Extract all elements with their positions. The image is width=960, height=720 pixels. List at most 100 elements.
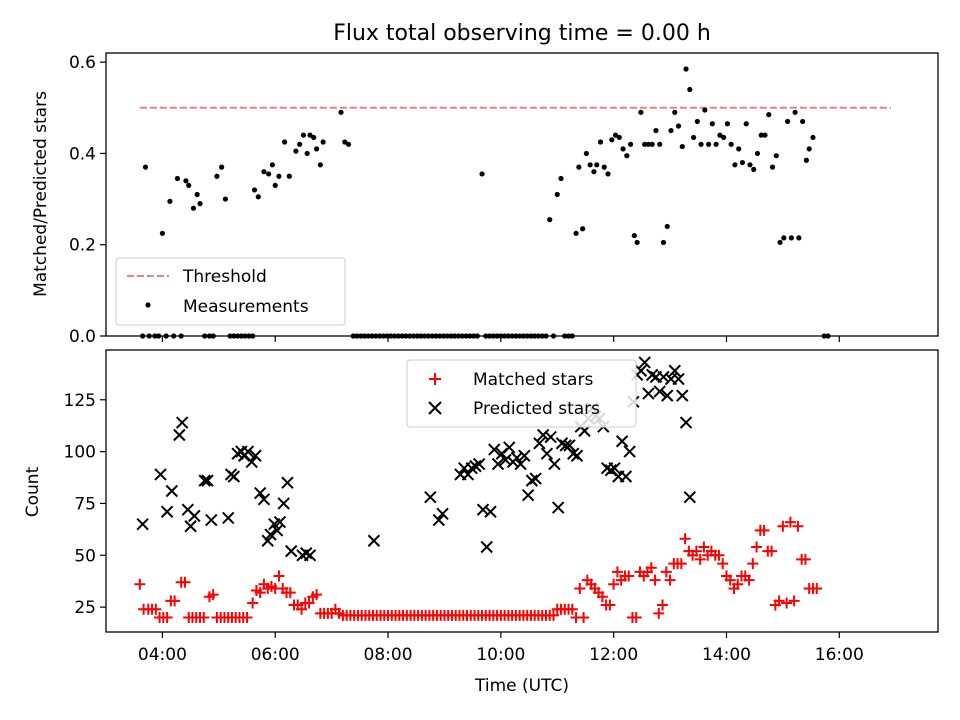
legend-matched-label: Matched stars	[473, 370, 593, 390]
ratio-y-axis-label: Matched/Predicted stars	[31, 91, 51, 297]
predicted-stars-point	[154, 468, 167, 481]
measurement-point	[304, 150, 310, 157]
measurement-point	[751, 166, 757, 172]
measurement-point	[721, 134, 727, 141]
predicted-stars-point	[488, 443, 501, 456]
measurement-point	[547, 217, 553, 223]
measurement-point	[706, 141, 712, 147]
measurement-point	[627, 141, 634, 147]
measurement-point	[758, 132, 764, 138]
legend-threshold-label: Threshold	[182, 267, 267, 287]
measurement-point	[269, 162, 275, 168]
predicted-stars-point	[273, 515, 287, 529]
count-y-tick-label: 25	[74, 598, 96, 618]
predicted-stars-point	[499, 453, 512, 467]
matched-stars-point	[747, 558, 759, 570]
predicted-stars-point	[555, 437, 569, 450]
ratio-y-tick-label: 0.6	[69, 53, 96, 73]
measurement-point	[810, 134, 816, 141]
matched-stars-point	[717, 558, 729, 570]
measurement-point	[803, 157, 809, 163]
measurement-point	[311, 134, 317, 141]
matched-stars-point	[596, 591, 608, 603]
measurement-point	[573, 230, 579, 236]
predicted-stars-point	[548, 457, 561, 471]
matched-stars-point	[773, 595, 785, 607]
predicted-stars-point	[270, 524, 284, 537]
measurement-point	[645, 141, 652, 147]
measurement-point	[724, 121, 731, 127]
measurement-point	[698, 141, 704, 147]
measurement-point	[683, 66, 689, 72]
measurement-point	[317, 162, 323, 168]
measurement-point	[687, 86, 693, 93]
predicted-stars-point	[480, 540, 493, 554]
predicted-stars-point	[608, 461, 621, 475]
predicted-stars-point	[645, 368, 659, 382]
predicted-stars-point	[679, 416, 693, 429]
count-x-ticks: 04:00 06:00 08:00 10:00 12:00 14:00 16:00	[138, 632, 864, 665]
legend-matched-swatch	[429, 373, 441, 385]
measurement-point	[777, 239, 783, 246]
matched-stars-point	[690, 545, 702, 557]
matched-stars-point	[623, 570, 635, 582]
measurement-point	[638, 109, 644, 115]
measurement-point	[624, 153, 630, 159]
predicted-stars-point	[284, 544, 298, 558]
measurement-point	[616, 134, 622, 141]
predicted-stars-point	[668, 364, 681, 377]
matched-stars-point	[675, 558, 687, 570]
measurement-point	[631, 232, 637, 239]
count-x-tick-label: 16:00	[815, 645, 864, 665]
count-axes-frame	[105, 349, 939, 633]
matched-stars-point	[758, 524, 770, 536]
count-panel: 25 50 75 100 125 04:00 06:00 08:00 10:00 12:00 14…	[23, 349, 939, 696]
measurement-point	[769, 164, 776, 170]
predicted-stars-point	[201, 474, 214, 487]
measurement-point	[282, 139, 288, 145]
measurement-point	[174, 175, 181, 182]
measurement-point	[276, 173, 282, 179]
legend-measurements-label: Measurements	[183, 297, 309, 317]
matched-stars-point	[207, 589, 219, 601]
predicted-stars-point	[245, 455, 258, 469]
measurement-point	[653, 127, 659, 134]
measurement-point	[732, 162, 738, 168]
predicted-stars-point	[465, 461, 478, 475]
predicted-stars-point	[491, 457, 505, 471]
matched-stars-point	[694, 553, 706, 565]
measurement-point	[743, 121, 749, 127]
matched-stars-point	[743, 574, 755, 586]
measurement-point	[479, 171, 485, 177]
predicted-stars-point	[484, 505, 497, 518]
measurement-point	[167, 198, 173, 204]
measurement-point	[620, 146, 626, 152]
predicted-stars-point	[536, 428, 550, 442]
count-legend-box	[406, 359, 637, 428]
predicted-stars-point	[570, 449, 584, 462]
measurement-point	[784, 118, 791, 125]
legend-measurements-swatch	[145, 302, 151, 308]
measurement-point	[754, 150, 761, 157]
matched-stars-point	[788, 595, 800, 607]
matched-stars-point	[781, 597, 793, 609]
count-y-tick-label: 125	[64, 391, 96, 411]
measurement-point	[222, 196, 228, 202]
predicted-stars-point	[205, 513, 218, 527]
predicted-stars-point	[424, 491, 437, 504]
matched-stars-point	[811, 582, 823, 594]
measurement-point	[605, 171, 611, 177]
predicted-stars-point	[469, 459, 482, 473]
count-x-tick-label: 06:00	[251, 645, 300, 665]
measurement-point	[806, 146, 812, 152]
matched-stars-point	[649, 574, 661, 586]
predicted-stars-point	[253, 486, 267, 500]
predicted-stars-point	[165, 484, 179, 498]
measurement-point	[649, 141, 655, 147]
matched-stars-point	[150, 603, 162, 615]
measurement-point	[709, 121, 715, 127]
predicted-stars-point	[533, 437, 546, 450]
measurement-point	[634, 239, 640, 246]
matched-stars-point	[134, 578, 146, 590]
measurement-point	[739, 159, 746, 166]
